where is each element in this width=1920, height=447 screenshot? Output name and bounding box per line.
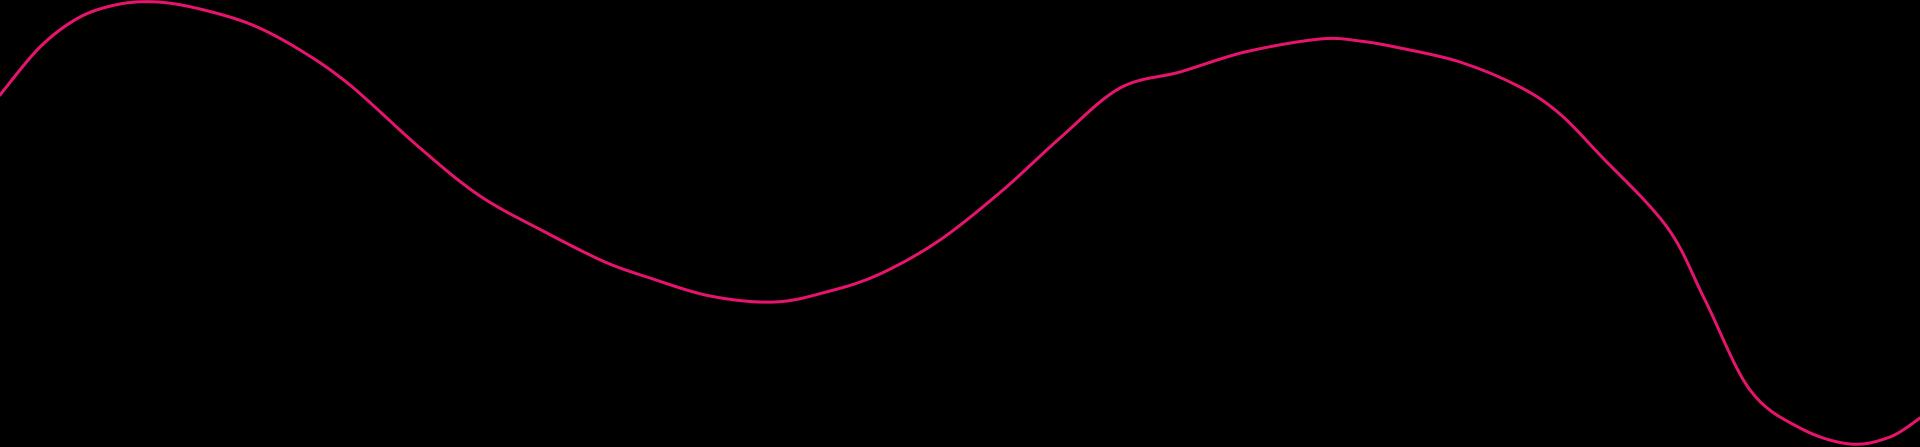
wave-chart (0, 0, 1920, 446)
wave-curve-svg (0, 0, 1920, 446)
page-background: { "page": { "background_color": "#000000… (0, 0, 1920, 447)
wave-line (0, 0, 1920, 446)
